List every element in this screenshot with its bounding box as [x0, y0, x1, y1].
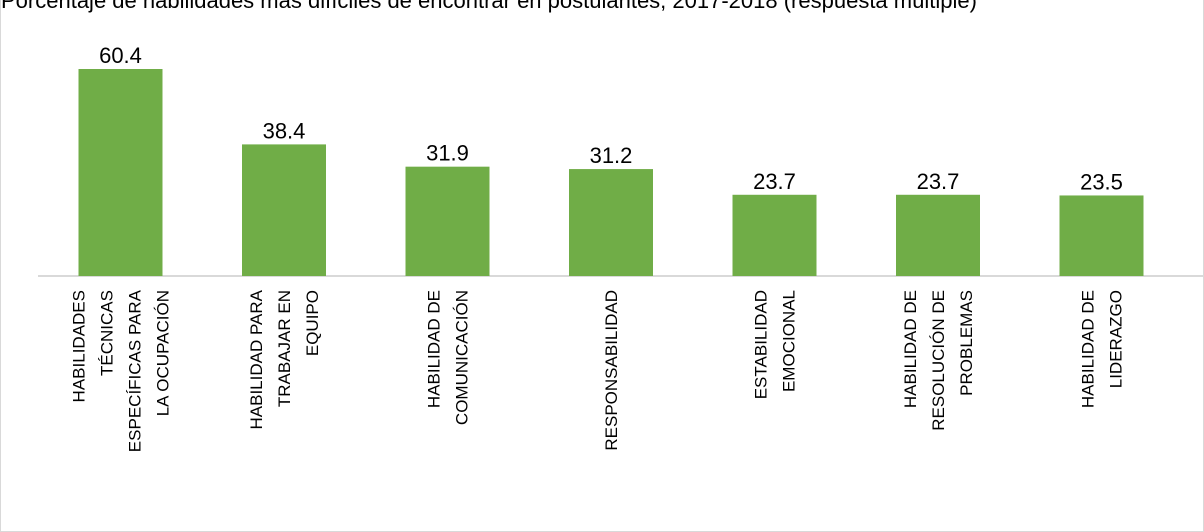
- data-label-7: 23.5: [1080, 169, 1123, 194]
- category-label-7: HABILIDAD DE LIDERAZGO: [1079, 290, 1126, 408]
- category-label-3: HABILIDAD DE COMUNICACIÓN: [425, 290, 472, 425]
- bar-2: [242, 144, 326, 276]
- bar-4: [569, 169, 653, 276]
- category-label-line: HABILIDADES: [70, 290, 89, 402]
- category-label-5: ESTABILIDAD EMOCIONAL: [752, 290, 799, 399]
- category-label-line: RESOLUCIÓN DE: [929, 290, 948, 431]
- category-label-line: RESPONSABILIDAD: [602, 290, 621, 451]
- category-label-4: RESPONSABILIDAD: [602, 290, 621, 451]
- category-label-line: LIDERAZGO: [1107, 290, 1126, 388]
- category-label-line: HABILIDAD DE: [1079, 290, 1098, 408]
- category-label-line: HABILIDAD PARA: [247, 289, 266, 429]
- data-label-5: 23.7: [753, 169, 796, 194]
- data-label-3: 31.9: [426, 141, 469, 166]
- category-label-line: TRABAJAR EN: [275, 290, 294, 407]
- category-label-line: COMUNICACIÓN: [453, 290, 472, 425]
- category-label-line: ESPECÍFICAS PARA: [126, 289, 145, 452]
- bar-6: [896, 194, 980, 276]
- data-label-6: 23.7: [917, 169, 960, 194]
- category-label-line: PROBLEMAS: [957, 290, 976, 396]
- category-label-line: ESTABILIDAD: [752, 290, 771, 399]
- category-label-line: HABILIDAD DE: [425, 290, 444, 408]
- bar-1: [78, 69, 163, 276]
- category-label-line: EMOCIONAL: [780, 290, 799, 392]
- category-label-line: TÉCNICAS: [98, 290, 117, 376]
- category-label-line: HABILIDAD DE: [901, 290, 920, 408]
- bar-3: [405, 166, 490, 276]
- data-label-4: 31.2: [590, 143, 633, 168]
- category-label-1: HABILIDADES TÉCNICAS ESPECÍFICAS PARA LA OC…: [70, 289, 173, 452]
- category-label-2: HABILIDAD PARA TRABAJAR EN EQUIPO: [247, 289, 322, 429]
- data-label-2: 38.4: [263, 118, 306, 143]
- category-label-line: EQUIPO: [303, 290, 322, 356]
- chart-title: Porcentaje de habilidades más difíciles …: [1, 0, 977, 13]
- category-label-6: HABILIDAD DE RESOLUCIÓN DE PROBLEMAS: [901, 290, 976, 431]
- bar-7: [1059, 195, 1144, 276]
- data-label-1: 60.4: [99, 43, 142, 68]
- bar-5: [732, 194, 817, 276]
- category-label-line: LA OCUPACIÓN: [154, 290, 173, 416]
